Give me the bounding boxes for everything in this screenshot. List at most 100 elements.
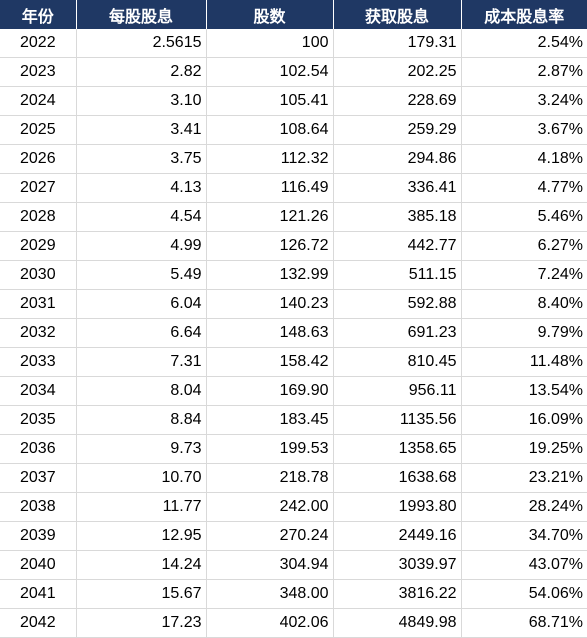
year-cell[interactable]: 2038 — [0, 492, 77, 522]
yield-on-cost-cell[interactable]: 68.71% — [461, 608, 587, 638]
year-cell[interactable]: 2042 — [0, 608, 77, 638]
year-cell[interactable]: 2026 — [0, 144, 77, 174]
header-yield-on-cost[interactable]: 成本股息率 — [461, 0, 587, 29]
dividend-received-cell[interactable]: 1993.80 — [333, 492, 462, 522]
year-cell[interactable]: 2024 — [0, 86, 77, 116]
year-cell[interactable]: 2040 — [0, 550, 77, 580]
dividend-received-cell[interactable]: 336.41 — [333, 173, 462, 203]
dividend-per-share-cell[interactable]: 14.24 — [76, 550, 207, 580]
year-cell[interactable]: 2025 — [0, 115, 77, 145]
dividend-received-cell[interactable]: 3039.97 — [333, 550, 462, 580]
yield-on-cost-cell[interactable]: 6.27% — [461, 231, 587, 261]
yield-on-cost-cell[interactable]: 2.54% — [461, 29, 587, 58]
shares-cell[interactable]: 132.99 — [206, 260, 334, 290]
dividend-received-cell[interactable]: 956.11 — [333, 376, 462, 406]
year-cell[interactable]: 2030 — [0, 260, 77, 290]
year-cell[interactable]: 2037 — [0, 463, 77, 493]
dividend-per-share-cell[interactable]: 4.99 — [76, 231, 207, 261]
dividend-per-share-cell[interactable]: 5.49 — [76, 260, 207, 290]
dividend-received-cell[interactable]: 691.23 — [333, 318, 462, 348]
dividend-per-share-cell[interactable]: 15.67 — [76, 579, 207, 609]
year-cell[interactable]: 2022 — [0, 29, 77, 58]
shares-cell[interactable]: 199.53 — [206, 434, 334, 464]
year-cell[interactable]: 2041 — [0, 579, 77, 609]
year-cell[interactable]: 2039 — [0, 521, 77, 551]
dividend-per-share-cell[interactable]: 11.77 — [76, 492, 207, 522]
dividend-per-share-cell[interactable]: 7.31 — [76, 347, 207, 377]
year-cell[interactable]: 2029 — [0, 231, 77, 261]
year-cell[interactable]: 2028 — [0, 202, 77, 232]
dividend-per-share-cell[interactable]: 4.13 — [76, 173, 207, 203]
shares-cell[interactable]: 140.23 — [206, 289, 334, 319]
dividend-received-cell[interactable]: 1358.65 — [333, 434, 462, 464]
shares-cell[interactable]: 116.49 — [206, 173, 334, 203]
dividend-received-cell[interactable]: 179.31 — [333, 29, 462, 58]
dividend-received-cell[interactable]: 2449.16 — [333, 521, 462, 551]
dividend-received-cell[interactable]: 511.15 — [333, 260, 462, 290]
shares-cell[interactable]: 348.00 — [206, 579, 334, 609]
shares-cell[interactable]: 158.42 — [206, 347, 334, 377]
yield-on-cost-cell[interactable]: 8.40% — [461, 289, 587, 319]
dividend-per-share-cell[interactable]: 3.75 — [76, 144, 207, 174]
shares-cell[interactable]: 100 — [206, 29, 334, 58]
shares-cell[interactable]: 126.72 — [206, 231, 334, 261]
yield-on-cost-cell[interactable]: 23.21% — [461, 463, 587, 493]
header-dividend-received[interactable]: 获取股息 — [333, 0, 462, 29]
yield-on-cost-cell[interactable]: 2.87% — [461, 57, 587, 87]
dividend-per-share-cell[interactable]: 2.5615 — [76, 29, 207, 58]
yield-on-cost-cell[interactable]: 3.24% — [461, 86, 587, 116]
dividend-received-cell[interactable]: 1638.68 — [333, 463, 462, 493]
shares-cell[interactable]: 121.26 — [206, 202, 334, 232]
yield-on-cost-cell[interactable]: 3.67% — [461, 115, 587, 145]
yield-on-cost-cell[interactable]: 16.09% — [461, 405, 587, 435]
year-cell[interactable]: 2027 — [0, 173, 77, 203]
shares-cell[interactable]: 218.78 — [206, 463, 334, 493]
shares-cell[interactable]: 402.06 — [206, 608, 334, 638]
shares-cell[interactable]: 242.00 — [206, 492, 334, 522]
dividend-per-share-cell[interactable]: 6.64 — [76, 318, 207, 348]
dividend-per-share-cell[interactable]: 4.54 — [76, 202, 207, 232]
yield-on-cost-cell[interactable]: 43.07% — [461, 550, 587, 580]
dividend-received-cell[interactable]: 3816.22 — [333, 579, 462, 609]
yield-on-cost-cell[interactable]: 34.70% — [461, 521, 587, 551]
shares-cell[interactable]: 270.24 — [206, 521, 334, 551]
yield-on-cost-cell[interactable]: 5.46% — [461, 202, 587, 232]
dividend-per-share-cell[interactable]: 8.04 — [76, 376, 207, 406]
dividend-per-share-cell[interactable]: 10.70 — [76, 463, 207, 493]
yield-on-cost-cell[interactable]: 13.54% — [461, 376, 587, 406]
dividend-received-cell[interactable]: 294.86 — [333, 144, 462, 174]
shares-cell[interactable]: 183.45 — [206, 405, 334, 435]
header-shares[interactable]: 股数 — [206, 0, 334, 29]
shares-cell[interactable]: 148.63 — [206, 318, 334, 348]
year-cell[interactable]: 2034 — [0, 376, 77, 406]
shares-cell[interactable]: 105.41 — [206, 86, 334, 116]
dividend-received-cell[interactable]: 4849.98 — [333, 608, 462, 638]
yield-on-cost-cell[interactable]: 4.77% — [461, 173, 587, 203]
dividend-received-cell[interactable]: 442.77 — [333, 231, 462, 261]
year-cell[interactable]: 2032 — [0, 318, 77, 348]
shares-cell[interactable]: 108.64 — [206, 115, 334, 145]
dividend-received-cell[interactable]: 1135.56 — [333, 405, 462, 435]
shares-cell[interactable]: 102.54 — [206, 57, 334, 87]
dividend-per-share-cell[interactable]: 3.10 — [76, 86, 207, 116]
dividend-received-cell[interactable]: 385.18 — [333, 202, 462, 232]
dividend-per-share-cell[interactable]: 12.95 — [76, 521, 207, 551]
dividend-per-share-cell[interactable]: 17.23 — [76, 608, 207, 638]
dividend-received-cell[interactable]: 592.88 — [333, 289, 462, 319]
year-cell[interactable]: 2036 — [0, 434, 77, 464]
year-cell[interactable]: 2033 — [0, 347, 77, 377]
dividend-received-cell[interactable]: 259.29 — [333, 115, 462, 145]
header-year[interactable]: 年份 — [0, 0, 77, 29]
dividend-per-share-cell[interactable]: 9.73 — [76, 434, 207, 464]
header-dividend-per-share[interactable]: 每股股息 — [76, 0, 207, 29]
shares-cell[interactable]: 112.32 — [206, 144, 334, 174]
yield-on-cost-cell[interactable]: 7.24% — [461, 260, 587, 290]
dividend-received-cell[interactable]: 202.25 — [333, 57, 462, 87]
dividend-per-share-cell[interactable]: 2.82 — [76, 57, 207, 87]
dividend-per-share-cell[interactable]: 3.41 — [76, 115, 207, 145]
dividend-per-share-cell[interactable]: 6.04 — [76, 289, 207, 319]
year-cell[interactable]: 2031 — [0, 289, 77, 319]
dividend-received-cell[interactable]: 228.69 — [333, 86, 462, 116]
dividend-per-share-cell[interactable]: 8.84 — [76, 405, 207, 435]
yield-on-cost-cell[interactable]: 19.25% — [461, 434, 587, 464]
